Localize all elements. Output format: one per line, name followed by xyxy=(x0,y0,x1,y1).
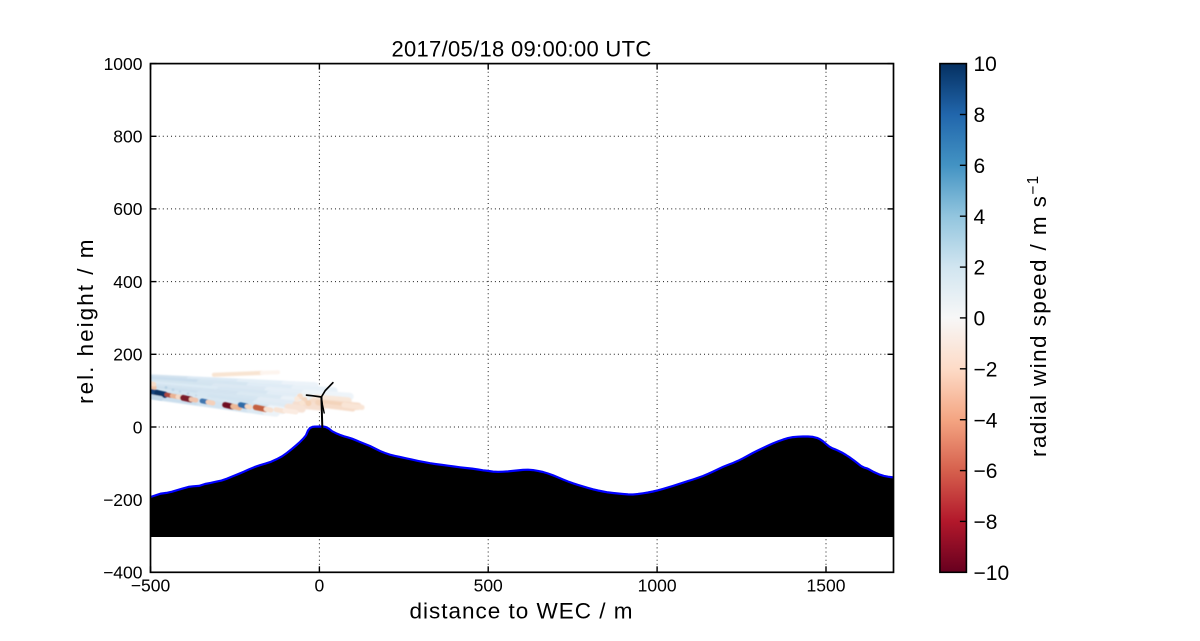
svg-text:radial wind speed / m s−1: radial wind speed / m s−1 xyxy=(1025,174,1051,457)
svg-text:−400: −400 xyxy=(103,563,143,583)
svg-text:800: 800 xyxy=(113,127,142,147)
svg-text:0: 0 xyxy=(974,308,986,331)
svg-text:400: 400 xyxy=(113,272,142,292)
svg-text:600: 600 xyxy=(113,199,142,219)
svg-text:0: 0 xyxy=(315,576,325,596)
svg-text:10: 10 xyxy=(974,53,997,76)
svg-text:8: 8 xyxy=(974,104,986,127)
svg-text:2: 2 xyxy=(974,257,986,280)
svg-text:500: 500 xyxy=(474,576,503,596)
svg-text:4: 4 xyxy=(974,206,986,229)
svg-text:rel. height / m: rel. height / m xyxy=(73,238,98,404)
svg-text:−4: −4 xyxy=(974,409,998,432)
svg-text:2017/05/18 09:00:00 UTC: 2017/05/18 09:00:00 UTC xyxy=(391,37,651,62)
svg-text:0: 0 xyxy=(133,417,143,437)
svg-text:−200: −200 xyxy=(103,490,143,510)
svg-text:−6: −6 xyxy=(974,460,998,483)
svg-text:−500: −500 xyxy=(131,576,171,596)
svg-text:1000: 1000 xyxy=(638,576,677,596)
svg-text:−8: −8 xyxy=(974,511,998,534)
svg-text:1000: 1000 xyxy=(104,54,143,74)
svg-text:distance to WEC / m: distance to WEC / m xyxy=(409,599,633,624)
svg-text:1500: 1500 xyxy=(807,576,846,596)
svg-text:6: 6 xyxy=(974,155,986,178)
svg-text:−10: −10 xyxy=(974,562,1010,585)
svg-text:−2: −2 xyxy=(974,358,998,381)
svg-text:200: 200 xyxy=(113,345,142,365)
